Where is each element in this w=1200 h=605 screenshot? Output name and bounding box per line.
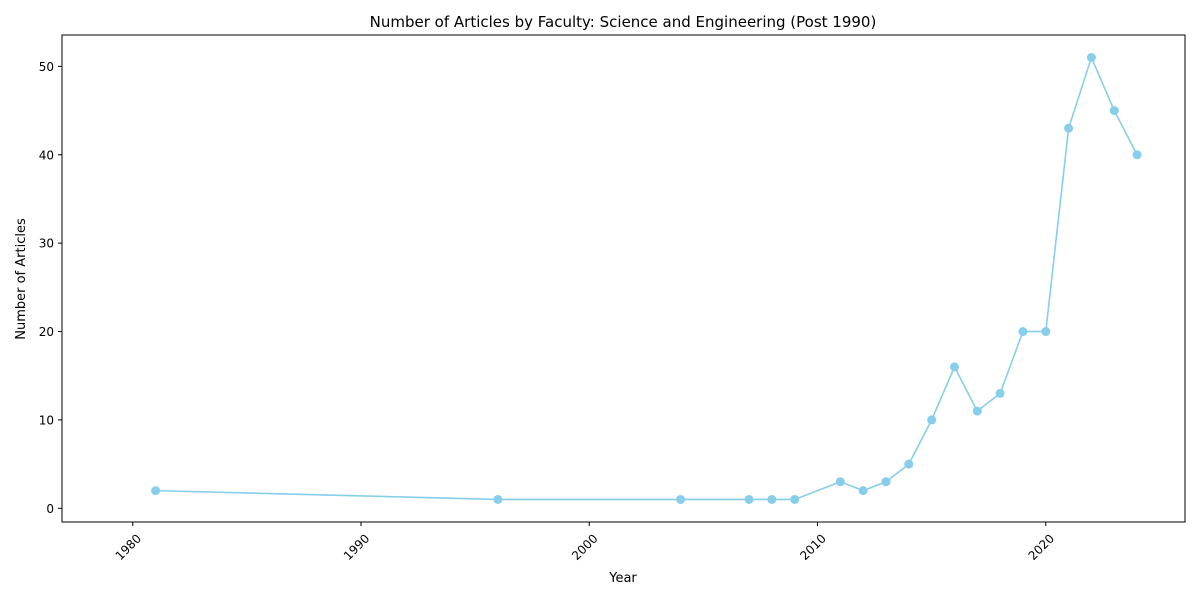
data-point — [744, 494, 754, 504]
axes: 0 10 20 30 40 50 1980 1990 2000 2010 2020 — [39, 34, 1186, 563]
chart-title: Number of Articles by Faculty: Science a… — [370, 13, 877, 31]
x-tick-label: 1990 — [341, 531, 372, 562]
x-tick-label: 1980 — [113, 531, 144, 562]
data-point — [1132, 150, 1142, 160]
y-tick-label: 20 — [39, 325, 54, 339]
data-point — [790, 494, 800, 504]
data-point — [1086, 53, 1096, 63]
data-point — [1018, 327, 1028, 337]
data-point — [676, 494, 686, 504]
y-tick-label: 50 — [39, 60, 54, 74]
plot-frame — [61, 34, 1186, 523]
data-point — [1041, 327, 1051, 337]
y-tick-label: 40 — [39, 148, 54, 162]
y-axis-label: Number of Articles — [14, 218, 29, 340]
data-point — [972, 406, 982, 416]
data-point — [151, 486, 161, 496]
data-point — [1064, 123, 1074, 133]
series-line — [155, 55, 1138, 501]
data-point — [1109, 106, 1119, 116]
data-point — [858, 486, 868, 496]
series-layer — [151, 53, 1142, 504]
data-point — [904, 459, 914, 469]
data-point — [949, 362, 959, 372]
x-tick-label: 2010 — [797, 531, 828, 562]
data-point — [493, 494, 503, 504]
y-tick-label: 10 — [39, 413, 54, 427]
x-axis-label: Year — [608, 571, 637, 586]
data-point — [995, 388, 1005, 398]
x-tick-label: 2000 — [569, 531, 600, 562]
y-tick-label: 0 — [46, 502, 54, 516]
x-tick-label: 2020 — [1026, 531, 1057, 562]
data-point — [767, 494, 777, 504]
data-point — [835, 477, 845, 487]
y-tick-label: 30 — [39, 237, 54, 251]
data-point — [881, 477, 891, 487]
data-point — [927, 415, 937, 425]
